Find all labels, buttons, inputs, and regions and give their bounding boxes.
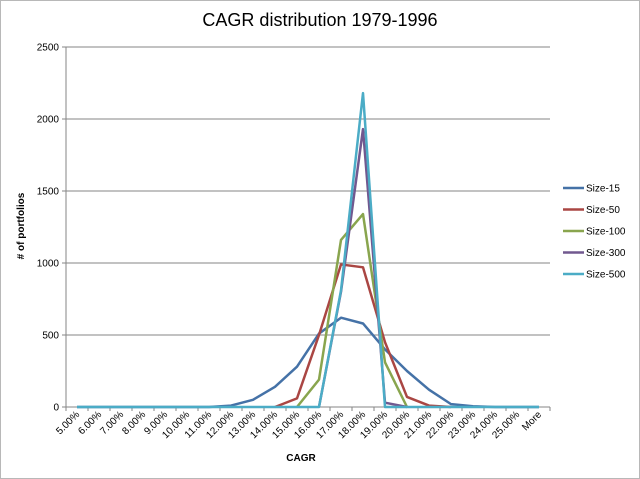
y-tick-label: 500 bbox=[42, 331, 59, 342]
x-axis-title: CAGR bbox=[286, 453, 316, 464]
gridlines bbox=[66, 46, 550, 336]
legend-label: Size-50 bbox=[586, 205, 620, 216]
x-tick-label: 7.00% bbox=[98, 409, 126, 437]
y-tick-label: 1500 bbox=[37, 187, 60, 198]
legend-label: Size-300 bbox=[586, 248, 626, 259]
y-tick-label: 2000 bbox=[37, 115, 60, 126]
chart-title: CAGR distribution 1979-1996 bbox=[202, 10, 437, 30]
x-tick-label: More bbox=[520, 409, 544, 433]
y-axis-ticks: 0 500 1000 1500 2000 2500 bbox=[37, 43, 66, 414]
x-tick-label: 6.00% bbox=[76, 409, 104, 437]
legend-label: Size-100 bbox=[586, 227, 626, 238]
x-tick-label: 8.00% bbox=[120, 409, 148, 437]
legend-label: Size-15 bbox=[586, 184, 620, 195]
series-line-size-50 bbox=[274, 263, 452, 409]
y-tick-label: 2500 bbox=[37, 43, 60, 54]
legend-label: Size-500 bbox=[586, 270, 626, 281]
y-tick-label: 0 bbox=[53, 403, 59, 414]
legend: Size-15 Size-50 Size-100 Size-300 Size-500 bbox=[563, 184, 626, 281]
series-line-size-500 bbox=[77, 91, 539, 409]
x-axis-ticks: 5.00%6.00%7.00%8.00%9.00%10.00%11.00%12.… bbox=[54, 407, 551, 441]
y-tick-label: 1000 bbox=[37, 259, 60, 270]
y-axis-title: # of portfolios bbox=[16, 192, 27, 259]
series-lines bbox=[77, 91, 539, 409]
series-line-size-100 bbox=[296, 212, 409, 408]
